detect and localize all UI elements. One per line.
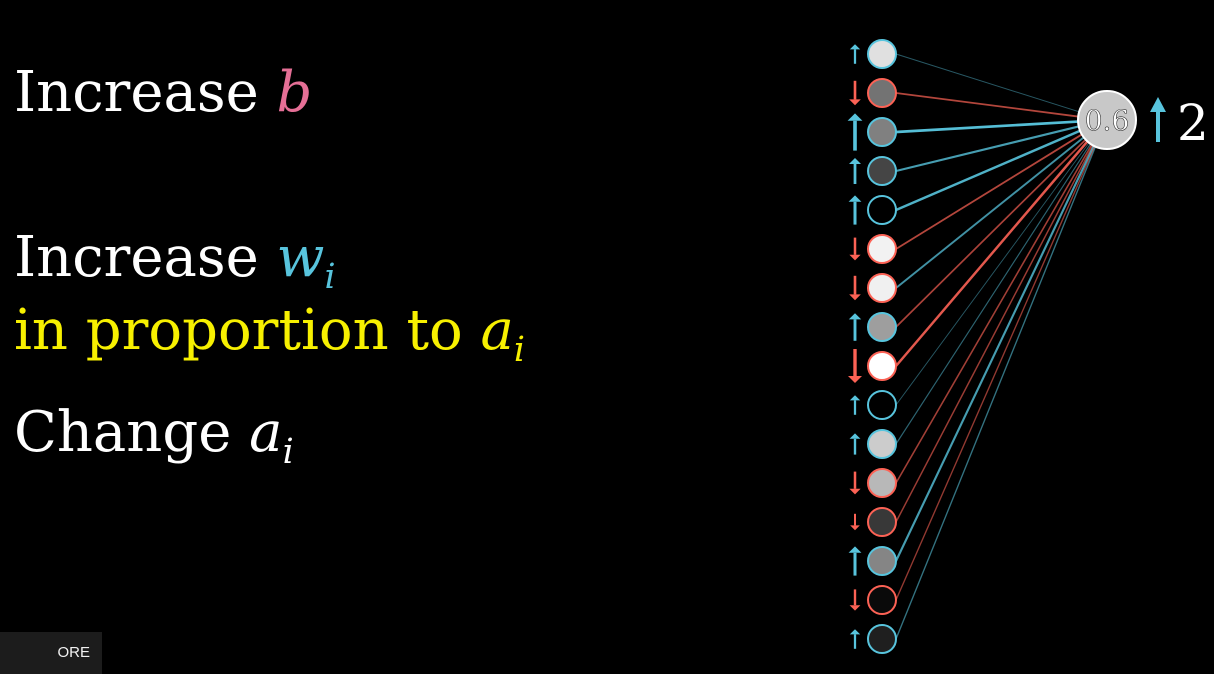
input-neuron bbox=[867, 195, 897, 225]
input-neuron bbox=[867, 39, 897, 69]
bias-symbol: b bbox=[276, 60, 313, 125]
increase-b-line: Increase b bbox=[14, 60, 312, 125]
proportion-label: in proportion to bbox=[14, 298, 463, 363]
weight-edge bbox=[895, 139, 1087, 328]
weight-edge bbox=[895, 125, 1079, 173]
input-neuron bbox=[867, 624, 897, 654]
down-arrow-icon bbox=[849, 237, 861, 261]
weight-edge bbox=[895, 120, 1079, 134]
up-arrow-icon bbox=[848, 313, 862, 341]
input-neuron bbox=[867, 507, 897, 537]
weight-edge bbox=[895, 143, 1091, 445]
down-arrow-icon bbox=[849, 80, 861, 106]
weight-edge bbox=[895, 146, 1097, 640]
more-videos-button[interactable]: ORE VIDEOS bbox=[0, 632, 102, 674]
weight-edge bbox=[895, 145, 1095, 562]
weight-symbol: wi bbox=[276, 225, 336, 297]
input-neuron bbox=[867, 78, 897, 108]
activation-symbol: ai bbox=[249, 400, 294, 472]
up-arrow-icon bbox=[848, 195, 862, 225]
input-neuron bbox=[867, 351, 897, 381]
up-arrow-icon bbox=[849, 395, 861, 415]
input-neurons bbox=[867, 39, 897, 654]
change-label: Change bbox=[14, 400, 232, 465]
down-arrow-icon bbox=[849, 471, 861, 495]
activation-symbol: ai bbox=[480, 298, 525, 370]
input-neuron bbox=[867, 273, 897, 303]
input-neuron bbox=[867, 585, 897, 615]
up-arrow-icon bbox=[847, 113, 863, 151]
proportion-line: in proportion to ai bbox=[14, 298, 525, 370]
activation-letter: a bbox=[249, 400, 283, 465]
activation-subscript: i bbox=[282, 432, 294, 473]
up-arrow-icon bbox=[849, 44, 861, 64]
weight-subscript: i bbox=[324, 257, 336, 298]
input-neuron bbox=[867, 312, 897, 342]
weight-edge bbox=[895, 53, 1080, 113]
increase-w-line: Increase wi bbox=[14, 225, 336, 297]
down-arrow-icon bbox=[849, 589, 861, 611]
weight-edge bbox=[895, 92, 1079, 118]
weight-edge bbox=[895, 140, 1089, 367]
weight-edges bbox=[895, 53, 1097, 640]
up-arrow-icon bbox=[849, 433, 861, 455]
up-arrow-icon bbox=[849, 629, 861, 649]
weight-edge bbox=[895, 136, 1085, 289]
weight-edge bbox=[895, 142, 1090, 406]
input-neuron bbox=[867, 546, 897, 576]
activation-subscript: i bbox=[513, 330, 525, 371]
output-neuron-circle bbox=[1077, 90, 1137, 150]
activation-change-arrows bbox=[847, 44, 863, 649]
output-up-arrow-icon bbox=[1150, 97, 1166, 142]
change-a-line: Change ai bbox=[14, 400, 294, 472]
activation-letter: a bbox=[480, 298, 514, 363]
up-arrow-icon bbox=[848, 546, 862, 576]
weight-edge bbox=[895, 144, 1093, 484]
down-arrow-icon bbox=[850, 513, 860, 531]
input-neuron bbox=[867, 468, 897, 498]
down-arrow-icon bbox=[848, 349, 862, 383]
weight-edge bbox=[895, 145, 1096, 601]
input-neuron bbox=[867, 156, 897, 186]
input-neuron bbox=[867, 429, 897, 459]
output-activation-value: 0.6 bbox=[1085, 104, 1130, 137]
output-neuron: 0.6 bbox=[1077, 90, 1137, 150]
increase-label: Increase bbox=[14, 60, 259, 125]
down-arrow-icon bbox=[849, 275, 861, 301]
increase-label: Increase bbox=[14, 225, 259, 290]
input-neuron bbox=[867, 390, 897, 420]
weight-letter: w bbox=[276, 225, 325, 290]
input-neuron bbox=[867, 234, 897, 264]
weight-edge bbox=[895, 144, 1094, 523]
desired-change-value: 2 bbox=[1177, 94, 1209, 152]
weight-edge bbox=[895, 129, 1081, 212]
up-arrow-icon bbox=[849, 158, 861, 184]
weight-edge bbox=[895, 133, 1083, 250]
input-neuron bbox=[867, 117, 897, 147]
